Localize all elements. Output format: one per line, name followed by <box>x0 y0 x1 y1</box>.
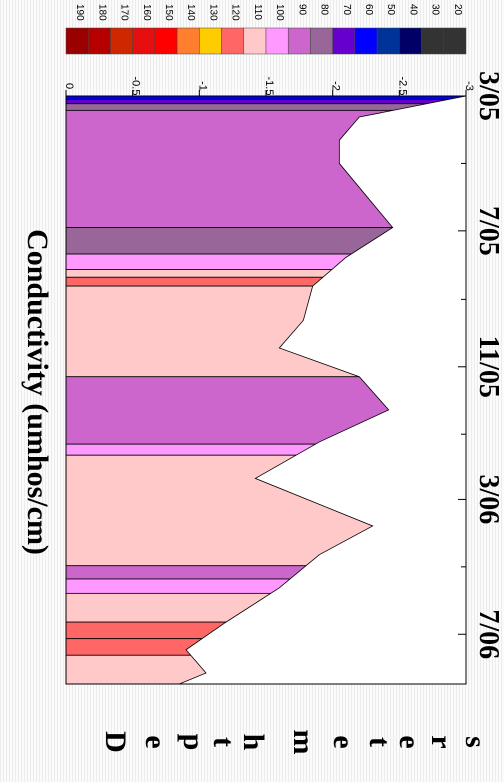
legend-label: 130 <box>207 4 218 21</box>
ylabel-letter: e <box>393 735 426 748</box>
ylabel-letter: h <box>237 734 270 751</box>
ylabel-letter: D <box>99 731 132 753</box>
ylabel-letter: t <box>207 737 240 747</box>
legend-label: 120 <box>230 4 241 21</box>
legend-label: 160 <box>141 4 152 21</box>
legend-label: 50 <box>385 4 396 16</box>
legend-swatch-0 <box>65 27 89 55</box>
date-tick-label: 11/05 <box>473 336 504 398</box>
legend-swatch-4 <box>154 27 178 55</box>
legend-label: 140 <box>185 4 196 21</box>
chart-title: Conductivity (umhos/cm) <box>21 229 54 555</box>
legend-label: 30 <box>430 4 441 16</box>
legend-swatch-2 <box>110 27 133 55</box>
ylabel-letter: m <box>287 730 320 755</box>
depth-tick-label: -2.5 <box>396 77 408 96</box>
legend-label: 110 <box>252 4 263 20</box>
legend-swatch-13 <box>354 27 378 55</box>
legend-swatch-10 <box>287 27 311 55</box>
depth-tick-label: -0.5 <box>130 77 142 96</box>
legend-label: 190 <box>74 4 85 21</box>
legend-label: 40 <box>407 4 418 16</box>
band-1 <box>66 98 466 105</box>
legend-label: 180 <box>96 4 107 21</box>
date-tick-label: 7/05 <box>473 206 504 256</box>
legend-swatch-11 <box>310 27 333 55</box>
date-tick-label: 3/05 <box>473 71 504 121</box>
ylabel-letter: r <box>425 735 458 748</box>
depth-tick-label: 0 <box>63 83 75 89</box>
legend-swatch-6 <box>199 27 222 55</box>
legend-label: 70 <box>341 4 352 16</box>
ylabel-letter: t <box>363 737 396 747</box>
legend-swatch-9 <box>265 27 289 55</box>
legend-swatch-17 <box>443 27 467 55</box>
legend-swatch-12 <box>332 27 356 55</box>
legend-label: 100 <box>274 4 285 21</box>
date-tick-label: 7/06 <box>473 609 504 659</box>
legend-swatch-15 <box>399 27 422 55</box>
legend-swatch-14 <box>376 27 400 55</box>
depth-tick-label: -1 <box>196 81 208 91</box>
ylabel-letter: p <box>177 734 210 751</box>
legend-label: 20 <box>452 4 463 16</box>
legend-label: 90 <box>296 4 307 16</box>
legend-swatch-5 <box>176 27 200 55</box>
legend-swatch-8 <box>243 27 267 55</box>
legend-swatch-1 <box>87 27 111 55</box>
legend-swatch-7 <box>221 27 245 55</box>
legend-label: 170 <box>119 4 130 21</box>
depth-tick-label: -2 <box>330 81 342 91</box>
legend-label: 80 <box>319 4 330 16</box>
date-tick-label: 3/06 <box>473 475 504 525</box>
depth-tick-label: -3 <box>463 81 475 91</box>
legend-label: 150 <box>163 4 174 21</box>
max-depth-outline <box>65 95 467 685</box>
legend-swatch-16 <box>421 27 445 55</box>
ylabel-letter: e <box>327 735 360 748</box>
ylabel-letter: s <box>459 736 492 748</box>
legend-label: 60 <box>363 4 374 16</box>
legend-swatch-3 <box>132 27 156 55</box>
ylabel-letter: e <box>139 735 172 748</box>
depth-tick-label: -1.5 <box>263 77 275 96</box>
